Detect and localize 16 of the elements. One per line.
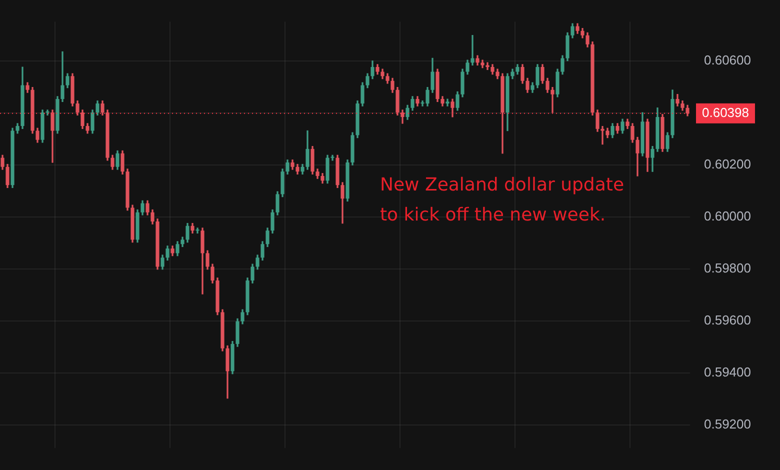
y-tick-label: 0.59800 [704,260,751,276]
candlestick [330,154,334,161]
ref-line-label: 0.60398 [702,104,749,120]
y-tick-label: 0.60200 [704,156,751,172]
y-tick-label: 0.60600 [704,52,751,68]
candlestick [550,86,554,113]
candlestick [600,126,604,145]
y-tick-label: 0.59600 [704,312,751,328]
candlestick [196,228,200,234]
candlestick [46,110,50,116]
y-tick-label: 0.59200 [704,416,751,432]
candlestick [470,34,474,66]
y-tick-label: 0.60000 [704,208,751,224]
annotation: New Zealand dollar update to kick off the new week. [380,174,624,226]
candlestick [446,98,450,106]
y-tick-label: 0.59400 [704,364,751,380]
